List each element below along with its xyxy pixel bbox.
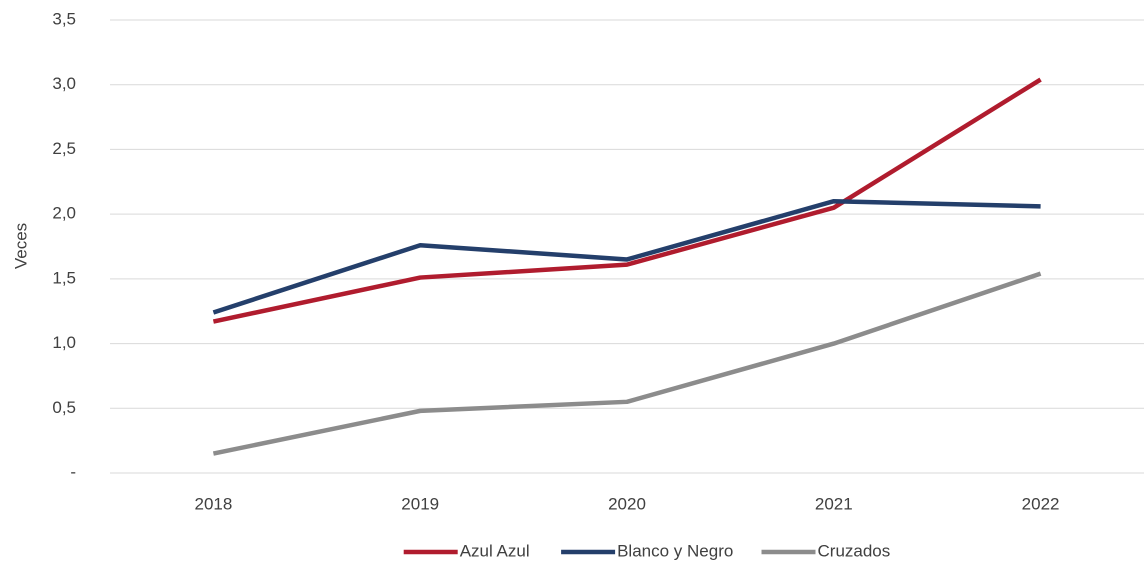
legend-label: Azul Azul (460, 541, 530, 560)
y-tick-label: 0,5 (52, 398, 76, 417)
series-line (212, 271, 1042, 456)
y-tick-label: - (70, 462, 76, 481)
y-tick-label: 1,0 (52, 333, 76, 352)
series-line (212, 198, 1041, 315)
x-tick-label: 2022 (1022, 494, 1060, 513)
y-axis-label: Veces (11, 223, 30, 269)
y-tick-label: 3,5 (52, 9, 76, 28)
legend-label: Blanco y Negro (617, 541, 733, 560)
y-tick-label: 2,5 (52, 139, 76, 158)
series-line (212, 77, 1042, 324)
y-tick-label: 1,5 (52, 268, 76, 287)
y-tick-label: 2,0 (52, 204, 76, 223)
x-tick-label: 2021 (815, 494, 853, 513)
x-tick-label: 2019 (401, 494, 439, 513)
y-tick-label: 3,0 (52, 74, 76, 93)
legend-label: Cruzados (818, 541, 891, 560)
x-tick-label: 2020 (608, 494, 646, 513)
x-tick-label: 2018 (194, 494, 232, 513)
